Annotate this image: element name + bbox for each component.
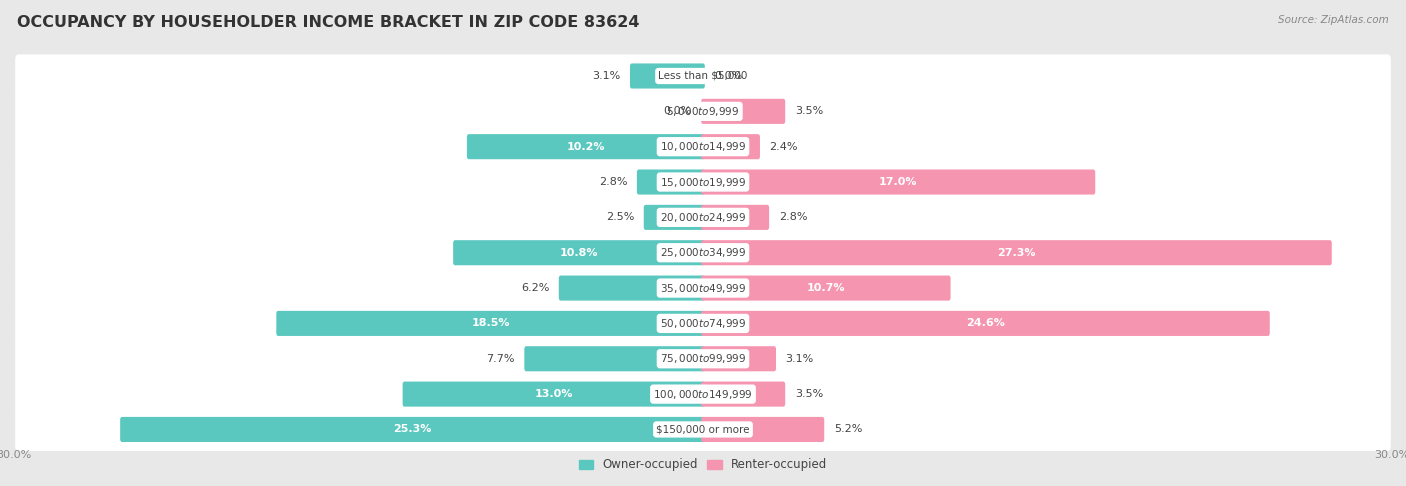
FancyBboxPatch shape [15,54,1391,98]
FancyBboxPatch shape [702,311,1270,336]
Text: $50,000 to $74,999: $50,000 to $74,999 [659,317,747,330]
FancyBboxPatch shape [702,240,1331,265]
Text: 3.1%: 3.1% [786,354,814,364]
FancyBboxPatch shape [453,240,704,265]
Text: 2.5%: 2.5% [606,212,634,223]
Text: 0.0%: 0.0% [664,106,692,116]
FancyBboxPatch shape [277,311,704,336]
FancyBboxPatch shape [15,337,1391,381]
Text: $25,000 to $34,999: $25,000 to $34,999 [659,246,747,259]
Text: 3.1%: 3.1% [592,71,620,81]
FancyBboxPatch shape [702,99,785,124]
FancyBboxPatch shape [15,196,1391,239]
Text: $75,000 to $99,999: $75,000 to $99,999 [659,352,747,365]
Text: Less than $5,000: Less than $5,000 [658,71,748,81]
Text: 24.6%: 24.6% [966,318,1005,329]
FancyBboxPatch shape [15,231,1391,274]
Text: 18.5%: 18.5% [471,318,510,329]
Text: $35,000 to $49,999: $35,000 to $49,999 [659,281,747,295]
Text: 2.4%: 2.4% [769,142,799,152]
Text: Source: ZipAtlas.com: Source: ZipAtlas.com [1278,15,1389,25]
Text: $20,000 to $24,999: $20,000 to $24,999 [659,211,747,224]
Text: 10.8%: 10.8% [560,248,598,258]
Text: $10,000 to $14,999: $10,000 to $14,999 [659,140,747,153]
FancyBboxPatch shape [15,408,1391,451]
Text: 6.2%: 6.2% [520,283,550,293]
Text: 27.3%: 27.3% [997,248,1036,258]
FancyBboxPatch shape [15,302,1391,345]
FancyBboxPatch shape [467,134,704,159]
Text: 0.0%: 0.0% [714,71,742,81]
FancyBboxPatch shape [637,170,704,194]
Text: 3.5%: 3.5% [794,389,823,399]
FancyBboxPatch shape [702,276,950,301]
FancyBboxPatch shape [15,160,1391,204]
FancyBboxPatch shape [524,346,704,371]
FancyBboxPatch shape [120,417,704,442]
FancyBboxPatch shape [702,170,1095,194]
Text: $100,000 to $149,999: $100,000 to $149,999 [654,388,752,400]
Text: 17.0%: 17.0% [879,177,918,187]
FancyBboxPatch shape [15,125,1391,168]
Text: 7.7%: 7.7% [486,354,515,364]
Text: 25.3%: 25.3% [394,424,432,434]
FancyBboxPatch shape [558,276,704,301]
Text: 2.8%: 2.8% [779,212,807,223]
FancyBboxPatch shape [630,64,704,88]
Text: 2.8%: 2.8% [599,177,627,187]
Text: 5.2%: 5.2% [834,424,862,434]
Text: 10.7%: 10.7% [807,283,845,293]
Text: OCCUPANCY BY HOUSEHOLDER INCOME BRACKET IN ZIP CODE 83624: OCCUPANCY BY HOUSEHOLDER INCOME BRACKET … [17,15,640,30]
FancyBboxPatch shape [15,266,1391,310]
Text: $150,000 or more: $150,000 or more [657,424,749,434]
FancyBboxPatch shape [702,134,761,159]
FancyBboxPatch shape [702,205,769,230]
FancyBboxPatch shape [15,90,1391,133]
FancyBboxPatch shape [702,382,785,407]
FancyBboxPatch shape [702,417,824,442]
FancyBboxPatch shape [402,382,704,407]
Text: $5,000 to $9,999: $5,000 to $9,999 [666,105,740,118]
Text: 3.5%: 3.5% [794,106,823,116]
FancyBboxPatch shape [702,346,776,371]
FancyBboxPatch shape [15,373,1391,416]
Text: $15,000 to $19,999: $15,000 to $19,999 [659,175,747,189]
Legend: Owner-occupied, Renter-occupied: Owner-occupied, Renter-occupied [574,454,832,476]
FancyBboxPatch shape [644,205,704,230]
Text: 13.0%: 13.0% [534,389,572,399]
Text: 10.2%: 10.2% [567,142,605,152]
